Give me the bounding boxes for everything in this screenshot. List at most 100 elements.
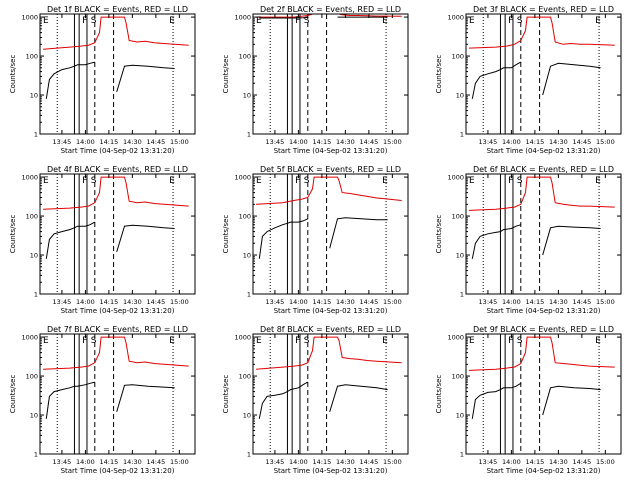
xtick-label: 15:00: [383, 298, 402, 306]
series-lld: [43, 336, 189, 370]
ytick-label: 1: [460, 291, 464, 299]
y-axis-label: Counts/sec: [9, 55, 17, 94]
ytick-label: 1: [34, 131, 38, 139]
xtick-label: 14:30: [549, 138, 568, 146]
xtick-label: 14:30: [336, 138, 355, 146]
marker-label: E: [382, 336, 388, 346]
ytick-label: 10: [456, 92, 464, 100]
x-axis-label: Start Time (04-Sep-02 13:31:20): [487, 467, 601, 475]
ytick-label: 100: [239, 53, 251, 61]
xtick-label: 14:15: [313, 298, 332, 306]
y-axis-label: Counts/sec: [222, 375, 230, 414]
xtick-label: 14:00: [502, 458, 521, 466]
panel-6: 1 10 100 1000 13:45 14:00 14:15 14:30 14:45 15:00…: [435, 165, 622, 315]
xtick-label: 14:00: [76, 458, 95, 466]
plot-frame: [39, 173, 196, 295]
marker-label: E: [469, 176, 475, 186]
ytick-label: 100: [26, 213, 38, 221]
x-axis-label: Start Time (04-Sep-02 13:31:20): [274, 147, 388, 155]
marker-label: S: [304, 176, 310, 186]
panel-title: Det 5f BLACK = Events, RED = LLD: [260, 165, 401, 174]
xtick-label: 13:45: [479, 298, 498, 306]
series-lld: [256, 176, 402, 205]
panel-title: Det 8f BLACK = Events, RED = LLD: [260, 325, 401, 334]
marker-label: E: [595, 176, 601, 186]
marker-label: S: [304, 336, 310, 346]
marker-label: F: [82, 176, 87, 186]
xtick-label: 13:45: [266, 458, 285, 466]
panel-8: 1 10 100 1000 13:45 14:00 14:15 14:30 14:45 15:00…: [222, 325, 409, 475]
plot-frame: [39, 333, 196, 455]
ytick-label: 1: [247, 291, 251, 299]
marker-label: F: [82, 16, 87, 26]
xtick-label: 15:00: [596, 458, 615, 466]
marker-label: E: [43, 16, 49, 26]
xtick-label: 13:45: [53, 458, 72, 466]
x-axis-label: Start Time (04-Sep-02 13:31:20): [61, 147, 175, 155]
xtick-label: 14:45: [572, 458, 591, 466]
panel-title: Det 2f BLACK = Events, RED = LLD: [260, 5, 401, 14]
marker-label: F: [82, 336, 87, 346]
y-axis-label: Counts/sec: [435, 55, 443, 94]
ytick-label: 1000: [234, 334, 251, 342]
y-axis-label: Counts/sec: [9, 215, 17, 254]
ytick-label: 10: [456, 412, 464, 420]
panel-title: Det 7f BLACK = Events, RED = LLD: [47, 325, 188, 334]
series-events: [45, 61, 175, 99]
xtick-label: 14:30: [123, 298, 142, 306]
marker-label: S: [91, 336, 97, 346]
ytick-label: 1000: [21, 14, 38, 22]
xtick-label: 14:30: [123, 458, 142, 466]
xtick-label: 14:15: [100, 458, 119, 466]
ytick-label: 100: [452, 53, 464, 61]
xtick-label: 14:30: [549, 298, 568, 306]
xtick-label: 15:00: [170, 298, 189, 306]
ytick-label: 1000: [21, 334, 38, 342]
xtick-label: 14:15: [100, 298, 119, 306]
xtick-label: 14:00: [76, 298, 95, 306]
x-axis-label: Start Time (04-Sep-02 13:31:20): [61, 467, 175, 475]
marker-label: S: [304, 16, 310, 26]
series-lld: [469, 336, 615, 371]
ytick-label: 1000: [447, 174, 464, 182]
plot-frame: [465, 13, 622, 135]
marker-label: F: [508, 16, 513, 26]
ytick-label: 1: [460, 131, 464, 139]
xtick-label: 14:45: [359, 138, 378, 146]
ytick-label: 100: [26, 53, 38, 61]
ytick-label: 10: [243, 412, 251, 420]
series-lld: [469, 176, 615, 211]
xtick-label: 14:00: [289, 298, 308, 306]
marker-label: E: [256, 336, 262, 346]
xtick-label: 14:45: [572, 298, 591, 306]
series-lld: [469, 16, 615, 49]
marker-label: E: [469, 16, 475, 26]
xtick-label: 14:45: [146, 138, 165, 146]
xtick-label: 15:00: [383, 458, 402, 466]
xtick-label: 15:00: [383, 138, 402, 146]
xtick-label: 14:15: [313, 458, 332, 466]
series-events: [471, 61, 601, 99]
ytick-label: 100: [239, 213, 251, 221]
marker-label: E: [169, 16, 175, 26]
xtick-label: 13:45: [479, 458, 498, 466]
xtick-label: 14:45: [146, 298, 165, 306]
panel-5: 1 10 100 1000 13:45 14:00 14:15 14:30 14:45 15:00…: [222, 165, 409, 315]
marker-label: F: [295, 16, 300, 26]
panel-title: Det 1f BLACK = Events, RED = LLD: [47, 5, 188, 14]
xtick-label: 14:45: [572, 138, 591, 146]
panel-title: Det 6f BLACK = Events, RED = LLD: [473, 165, 614, 174]
panel-4: 1 10 100 1000 13:45 14:00 14:15 14:30 14:45 15:00…: [9, 165, 196, 315]
panel-title: Det 3f BLACK = Events, RED = LLD: [473, 5, 614, 14]
panel-3: 1 10 100 1000 13:45 14:00 14:15 14:30 14:45 15:00…: [435, 5, 622, 155]
plot-frame: [252, 173, 409, 295]
plot-frame: [465, 333, 622, 455]
ytick-label: 10: [243, 92, 251, 100]
xtick-label: 13:45: [266, 138, 285, 146]
xtick-label: 14:00: [289, 458, 308, 466]
ytick-label: 1: [34, 291, 38, 299]
xtick-label: 14:30: [336, 458, 355, 466]
xtick-label: 14:00: [76, 138, 95, 146]
xtick-label: 13:45: [479, 138, 498, 146]
